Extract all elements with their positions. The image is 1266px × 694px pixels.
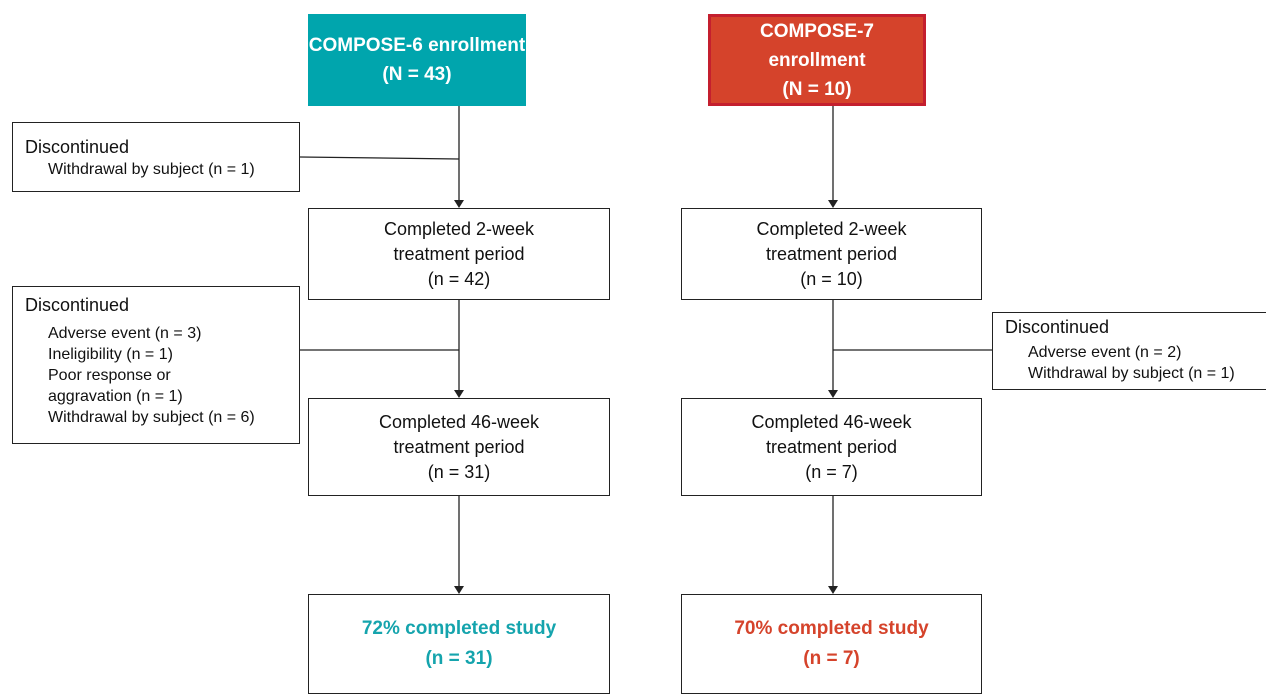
completion-title: 70% completed study bbox=[734, 618, 929, 639]
step-box: Completed 2-week treatment period (n = 4… bbox=[308, 208, 610, 300]
discontinued-item: Withdrawal by subject (n = 1) bbox=[1028, 365, 1235, 382]
discontinued-box: Discontinued Adverse event (n = 2) Withd… bbox=[992, 312, 1266, 390]
step-line: (n = 31) bbox=[427, 461, 491, 482]
completion-box: 70% completed study (n = 7) bbox=[681, 594, 982, 694]
discontinued-heading: Discontinued bbox=[1005, 317, 1110, 337]
discontinued-box: Discontinued Adverse event (n = 3) Ineli… bbox=[12, 286, 300, 444]
completion-n: (n = 31) bbox=[425, 648, 493, 669]
arrowhead bbox=[454, 390, 464, 398]
step-line: treatment period bbox=[765, 436, 898, 457]
step-line: Completed 2-week bbox=[383, 218, 535, 239]
step-line: treatment period bbox=[393, 243, 525, 264]
enrollment-title: COMPOSE-6 enrollment bbox=[308, 35, 526, 56]
arrowhead bbox=[828, 586, 838, 594]
completion-title: 72% completed study bbox=[361, 618, 557, 639]
arrowhead bbox=[454, 586, 464, 594]
step-line: (n = 42) bbox=[427, 268, 491, 289]
step-box: Completed 2-week treatment period (n = 1… bbox=[681, 208, 982, 300]
arrowhead bbox=[828, 390, 838, 398]
step-box: Completed 46-week treatment period (n = … bbox=[681, 398, 982, 496]
arrowhead bbox=[828, 200, 838, 208]
step-line: treatment period bbox=[393, 436, 525, 457]
step-line: Completed 46-week bbox=[378, 411, 540, 432]
discontinued-item: aggravation (n = 1) bbox=[48, 388, 183, 405]
completion-n: (n = 7) bbox=[803, 648, 860, 669]
discontinued-item: Ineligibility (n = 1) bbox=[48, 346, 173, 363]
enrollment-box: COMPOSE-6 enrollment (N = 43) bbox=[308, 14, 526, 106]
step-line: (n = 10) bbox=[800, 268, 863, 289]
step-line: (n = 7) bbox=[805, 461, 858, 482]
step-line: treatment period bbox=[765, 243, 898, 264]
discontinued-heading: Discontinued bbox=[25, 295, 130, 315]
enrollment-n: (N = 10) bbox=[782, 78, 852, 100]
discontinued-item: Adverse event (n = 2) bbox=[1028, 344, 1182, 361]
discontinued-item: Withdrawal by subject (n = 6) bbox=[48, 409, 255, 426]
discontinued-item: Poor response or bbox=[48, 367, 171, 384]
enrollment-n: (N = 43) bbox=[382, 64, 452, 85]
enrollment-box: COMPOSE-7 enrollment (N = 10) bbox=[708, 14, 926, 106]
discontinued-item: Withdrawal by subject (n = 1) bbox=[48, 161, 255, 178]
completion-box: 72% completed study (n = 31) bbox=[308, 594, 610, 694]
discontinued-item: Adverse event (n = 3) bbox=[48, 325, 202, 342]
step-line: Completed 2-week bbox=[756, 218, 907, 239]
discontinued-box: Discontinued Withdrawal by subject (n = … bbox=[12, 122, 300, 192]
step-box: Completed 46-week treatment period (n = … bbox=[308, 398, 610, 496]
step-line: Completed 46-week bbox=[751, 411, 912, 432]
discontinued-heading: Discontinued bbox=[25, 137, 130, 157]
branch-line bbox=[299, 156, 460, 160]
arrowhead bbox=[454, 200, 464, 208]
enrollment-title: COMPOSE-7 enrollment bbox=[759, 20, 875, 71]
